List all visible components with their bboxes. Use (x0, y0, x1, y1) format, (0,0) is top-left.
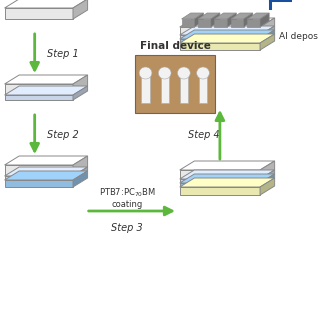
Bar (180, 75, 188, 103)
Polygon shape (180, 35, 260, 39)
Text: Step 1: Step 1 (47, 49, 79, 59)
Bar (161, 75, 169, 103)
Polygon shape (181, 13, 204, 19)
Polygon shape (260, 178, 275, 195)
Polygon shape (180, 34, 275, 43)
Text: Al depos: Al depos (279, 32, 318, 41)
Polygon shape (214, 19, 227, 27)
Polygon shape (73, 75, 88, 95)
Polygon shape (180, 170, 260, 179)
Ellipse shape (178, 67, 190, 79)
Polygon shape (4, 180, 73, 187)
Polygon shape (180, 18, 275, 27)
Polygon shape (180, 161, 275, 170)
Polygon shape (260, 26, 275, 39)
FancyBboxPatch shape (135, 55, 215, 113)
Polygon shape (4, 167, 88, 176)
Polygon shape (73, 156, 88, 176)
Polygon shape (180, 43, 260, 50)
Polygon shape (198, 13, 220, 19)
Polygon shape (260, 174, 275, 187)
Polygon shape (180, 187, 260, 195)
Polygon shape (260, 13, 269, 27)
Polygon shape (180, 179, 260, 183)
Polygon shape (180, 27, 260, 35)
Polygon shape (180, 26, 275, 35)
Polygon shape (260, 18, 275, 35)
Polygon shape (260, 34, 275, 50)
Text: Final device: Final device (140, 41, 211, 51)
Polygon shape (73, 171, 88, 187)
Polygon shape (4, 84, 73, 95)
Polygon shape (181, 19, 194, 27)
Bar (141, 75, 150, 103)
Polygon shape (198, 19, 211, 27)
Polygon shape (4, 165, 73, 176)
Bar (199, 75, 207, 103)
Text: Step 4: Step 4 (188, 130, 220, 140)
Polygon shape (211, 13, 220, 27)
Polygon shape (4, 75, 88, 84)
Text: coating: coating (112, 200, 143, 209)
Polygon shape (4, 0, 88, 8)
Polygon shape (244, 13, 253, 27)
Polygon shape (227, 13, 236, 27)
Polygon shape (180, 174, 275, 183)
Polygon shape (73, 0, 88, 19)
Polygon shape (260, 161, 275, 179)
Polygon shape (180, 30, 275, 39)
Polygon shape (231, 19, 244, 27)
Polygon shape (4, 95, 73, 100)
Polygon shape (247, 13, 269, 19)
Polygon shape (4, 8, 73, 19)
Polygon shape (4, 171, 88, 180)
Polygon shape (231, 13, 253, 19)
Polygon shape (180, 39, 260, 43)
Polygon shape (73, 167, 88, 180)
Polygon shape (180, 178, 275, 187)
Polygon shape (4, 176, 73, 180)
Ellipse shape (196, 67, 209, 79)
Polygon shape (180, 170, 275, 179)
Polygon shape (180, 183, 260, 187)
Text: Step 3: Step 3 (111, 223, 143, 233)
Polygon shape (4, 86, 88, 95)
Text: Step 2: Step 2 (47, 130, 79, 140)
Polygon shape (260, 170, 275, 183)
Polygon shape (247, 19, 260, 27)
Polygon shape (194, 13, 204, 27)
Text: PTB7:PC$_{70}$BM: PTB7:PC$_{70}$BM (99, 187, 156, 199)
Ellipse shape (139, 67, 152, 79)
Ellipse shape (158, 67, 171, 79)
Polygon shape (260, 30, 275, 43)
Polygon shape (214, 13, 236, 19)
Polygon shape (73, 86, 88, 100)
Polygon shape (4, 156, 88, 165)
